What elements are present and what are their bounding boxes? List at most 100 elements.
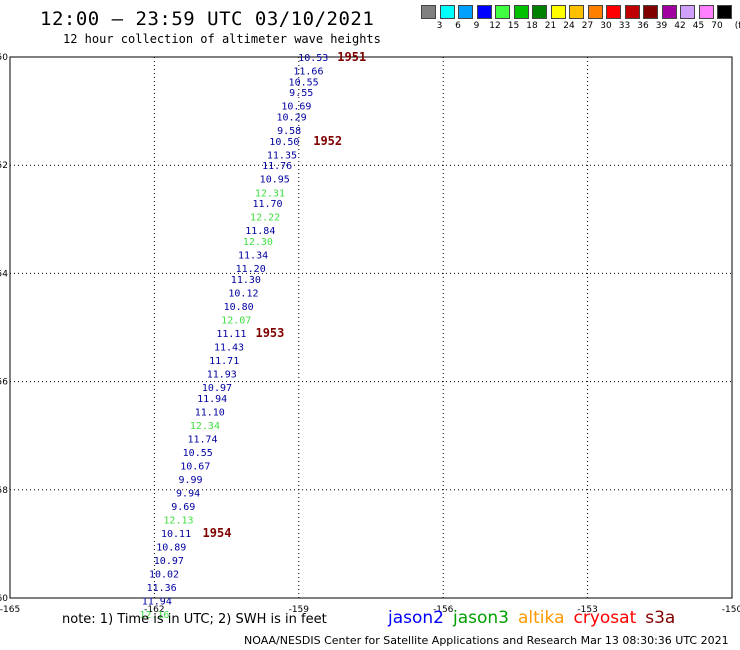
legend-label: 12 [489,21,501,31]
swh-label: 10.50 [269,137,299,148]
swh-label: 10.97 [202,383,232,394]
legend-label: 15 [507,21,520,31]
swh-label: 10.11 [161,529,191,540]
swh-label: 10.29 [277,113,307,124]
swh-label: 9.69 [171,502,195,513]
swh-label: 11.74 [187,434,217,445]
legend-swatch [717,5,732,19]
y-tick-label: -52 [0,161,8,171]
legend-label: 42 [674,21,686,31]
legend-label: 39 [655,21,668,31]
note-text: note: 1) Time is in UTC; 2) SWH is in fe… [62,612,327,627]
swh-label: 11.34 [238,250,268,261]
swh-label: 10.80 [224,302,254,313]
swh-label: 12.30 [243,237,273,248]
satellite-legend: jason2 jason3 altika cryosat s3a [388,608,684,628]
x-tick-label: -150 [722,605,740,615]
y-tick-label: -60 [0,594,8,604]
swh-label: 11.43 [214,342,244,353]
swh-label: 10.02 [149,570,179,581]
legend-swatch [439,5,455,19]
x-tick-label: -162 [144,605,164,615]
swh-label: 11.93 [207,369,237,380]
legend-unit: (ft) [734,21,740,31]
legend-label: 36 [637,21,649,31]
satellite-cryosat: cryosat [573,608,637,628]
swh-label: 11.70 [252,199,282,210]
swh-label: 11.10 [195,407,225,418]
swh-label: 10.67 [180,461,210,472]
y-tick-label: -50 [0,53,8,63]
swh-label: 11.94 [197,394,227,405]
legend-swatch [421,5,436,19]
swh-label: 12.13 [163,516,193,527]
legend-swatch [661,5,677,19]
plot-frame [9,56,733,599]
x-tick-label: -156 [433,605,454,615]
swh-label: 11.84 [245,226,275,237]
swh-label: 11.30 [231,275,261,286]
legend-swatch [606,5,621,19]
swh-label: 12.31 [255,188,285,199]
legend-label: 18 [526,21,538,31]
legend-label: 70 [711,21,723,31]
legend-swatch [458,5,473,19]
swh-label: 9.94 [176,489,200,500]
legend-swatch [476,5,492,19]
x-tick-label: -153 [577,605,597,615]
satellite-jason3: jason3 [453,608,509,628]
legend-swatch [698,5,714,19]
swh-label: 9.99 [178,475,202,486]
time-label: 1952 [313,134,342,148]
swh-label: 11.20 [236,264,266,275]
swh-label: 10.97 [154,556,184,567]
swh-label: 10.55 [289,77,319,88]
legend-label: 33 [618,21,631,31]
chart-subtitle: 12 hour collection of altimeter wave hei… [63,32,381,46]
swh-label: 12.16 [139,610,169,621]
legend-swatch [680,5,695,19]
swh-label: 11.71 [209,356,239,367]
legend-label: 6 [455,21,461,31]
legend-swatch [569,5,584,19]
legend-label: 3 [436,21,443,31]
credit-line: NOAA/NESDIS Center for Satellite Applica… [244,634,729,647]
legend-label: 27 [581,21,594,31]
swh-label: 10.95 [260,175,290,186]
legend-swatch [550,5,566,19]
legend-swatch [495,5,510,19]
swh-label: 12.22 [250,213,280,224]
swh-label: 11.36 [147,583,177,594]
y-tick-label: -56 [0,378,8,388]
swh-label: 9.55 [289,88,313,99]
legend-swatch [624,5,640,19]
swh-label: 11.35 [267,150,297,161]
legend-swatch [643,5,658,19]
legend-swatch [587,5,603,19]
swh-label: 10.53 [298,53,328,64]
legend-label: 24 [563,21,575,31]
x-tick-label: -165 [0,605,20,615]
legend-label: 9 [473,21,480,31]
swh-label: 10.89 [156,543,186,554]
swh-label: 10.12 [228,288,258,299]
legend-label: 21 [544,21,557,31]
swh-label: 11.94 [142,597,172,608]
legend-swatch [513,5,529,19]
chart-title: 12:00 – 23:59 UTC 03/10/2021 [40,8,375,30]
swh-label: 9.58 [277,126,301,137]
y-tick-label: -58 [0,486,8,496]
swh-label: 11.11 [216,329,246,340]
swh-label: 11.76 [262,161,292,172]
legend-swatch [532,5,547,19]
x-tick-label: -159 [289,605,310,615]
swh-label: 10.55 [183,448,213,459]
time-label: 1953 [255,326,284,340]
satellite-altika: altika [518,608,565,628]
time-label: 1954 [203,526,232,540]
satellite-s3a: s3a [645,608,676,628]
swh-label: 10.69 [281,102,311,113]
time-label: 1951 [337,50,366,64]
swh-label: 11.66 [293,67,323,78]
